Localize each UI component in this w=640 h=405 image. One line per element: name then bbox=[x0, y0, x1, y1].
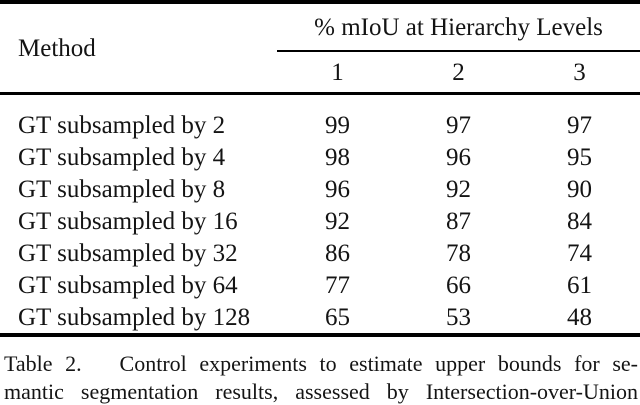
table-caption: Table 2. Control experiments to estimate… bbox=[0, 350, 640, 405]
miou-value: 84 bbox=[567, 207, 593, 235]
method-label: GT subsampled by 16 bbox=[18, 207, 238, 235]
level-1-header: 1 bbox=[331, 58, 344, 86]
method-column-header: Method bbox=[18, 34, 96, 62]
miou-value: 74 bbox=[567, 239, 593, 267]
miou-value: 90 bbox=[567, 175, 593, 203]
miou-value: 96 bbox=[446, 143, 471, 171]
table-row: GT subsampled by 64 77 66 61 bbox=[0, 269, 640, 301]
miou-value: 95 bbox=[567, 143, 593, 171]
miou-value: 92 bbox=[446, 175, 471, 203]
miou-value: 87 bbox=[446, 207, 471, 235]
miou-value: 92 bbox=[325, 207, 350, 235]
caption-line-2: mantic segmentation results, assessed by… bbox=[4, 379, 638, 404]
level-3-header: 3 bbox=[573, 58, 586, 86]
method-label: GT subsampled by 2 bbox=[18, 111, 226, 139]
miou-value: 66 bbox=[446, 271, 471, 299]
table-header: Method % mIoU at Hierarchy Levels 1 2 3 bbox=[0, 2, 640, 94]
caption-line-1: Table 2. Control experiments to estimate… bbox=[4, 351, 638, 376]
miou-value: 86 bbox=[325, 239, 350, 267]
table-row: GT subsampled by 128 65 53 48 bbox=[0, 301, 640, 335]
level-2-header: 2 bbox=[452, 58, 465, 86]
miou-value: 98 bbox=[325, 143, 350, 171]
miou-value: 77 bbox=[325, 271, 350, 299]
method-label: GT subsampled by 64 bbox=[18, 271, 238, 299]
table-row: GT subsampled by 16 92 87 84 bbox=[0, 205, 640, 237]
miou-value: 78 bbox=[446, 239, 471, 267]
miou-value: 48 bbox=[567, 303, 593, 331]
miou-value: 61 bbox=[567, 271, 593, 299]
miou-group-header: % mIoU at Hierarchy Levels bbox=[277, 2, 640, 52]
miou-value: 97 bbox=[567, 111, 593, 139]
miou-value: 53 bbox=[446, 303, 471, 331]
method-label: GT subsampled by 32 bbox=[18, 239, 238, 267]
table-row: GT subsampled by 2 99 97 97 bbox=[0, 94, 640, 142]
table-body: GT subsampled by 2 99 97 97 GT subsample… bbox=[0, 94, 640, 336]
miou-value: 65 bbox=[325, 303, 350, 331]
method-label: GT subsampled by 4 bbox=[18, 143, 226, 171]
method-label: GT subsampled by 8 bbox=[18, 175, 226, 203]
miou-value: 99 bbox=[325, 111, 350, 139]
table-row: GT subsampled by 8 96 92 90 bbox=[0, 173, 640, 205]
results-table: Method % mIoU at Hierarchy Levels 1 2 3 … bbox=[0, 0, 640, 337]
table-row: GT subsampled by 32 86 78 74 bbox=[0, 237, 640, 269]
miou-value: 97 bbox=[446, 111, 471, 139]
method-label: GT subsampled by 128 bbox=[18, 303, 251, 331]
table-row: GT subsampled by 4 98 96 95 bbox=[0, 141, 640, 173]
miou-value: 96 bbox=[325, 175, 350, 203]
